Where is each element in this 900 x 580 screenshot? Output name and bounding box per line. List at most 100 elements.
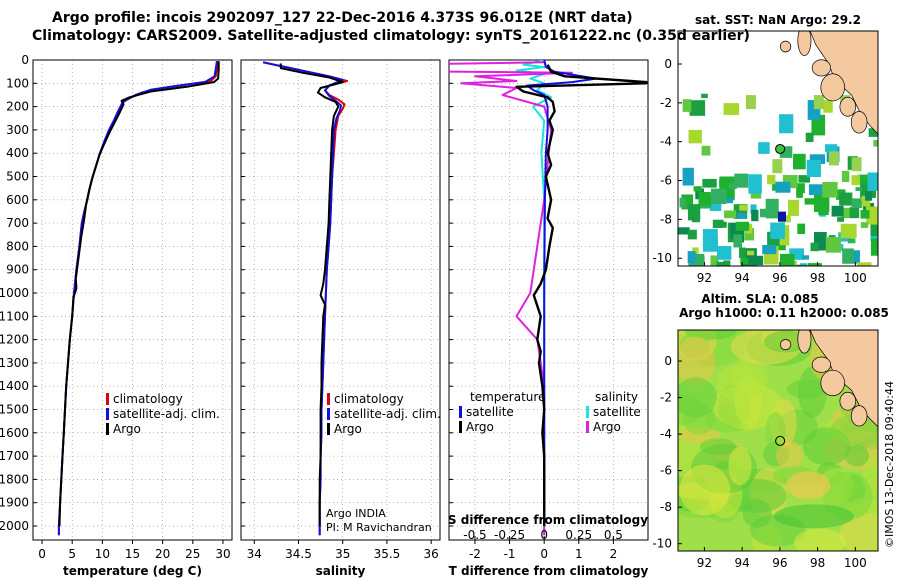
sst-map-sst-cell — [809, 154, 826, 164]
salinity-xtick-label: 35.5 — [374, 547, 401, 561]
sst-map-sst-cell — [737, 212, 747, 219]
depth-tick-label: 1700 — [0, 449, 29, 463]
depth-tick-label: 600 — [6, 193, 29, 207]
depth-tick-label: 400 — [6, 146, 29, 160]
sst-map-sst-cell — [813, 95, 824, 110]
temp_panel-legend-argo-label: Argo — [113, 422, 141, 436]
sst-map-sst-cell — [679, 197, 686, 208]
diff-legend-s-argo-label: Argo — [593, 420, 621, 434]
sst-map-ytick-label: 0 — [664, 57, 672, 71]
sla-map-title-1: Altim. SLA: 0.085 — [701, 292, 818, 306]
sst-map-sst-cell — [779, 114, 794, 134]
sst-map-sst-cell — [829, 265, 837, 266]
sst-map-island — [850, 111, 868, 134]
diff-legend-t-sat-swatch — [459, 406, 462, 418]
difference-series-t-satellite — [525, 60, 598, 526]
sla-map-sla-blob — [678, 377, 717, 418]
diff-s-tick-label: -0.5 — [463, 528, 486, 542]
sal_panel-legend-argo-label: Argo — [334, 422, 362, 436]
sst-map-sst-cell — [870, 238, 878, 256]
depth-tick-label: 1200 — [0, 333, 29, 347]
sla-map-sla-blob — [728, 446, 752, 486]
sst-map-sst-cell-cold — [778, 211, 786, 222]
sst-map-sst-cell — [867, 172, 878, 191]
depth-tick-label: 1800 — [0, 472, 29, 486]
sst-map-island — [839, 96, 857, 117]
difference-xtick-label: 2 — [610, 547, 618, 561]
sst-map-sst-cell — [746, 250, 755, 256]
temperature-series-climatology — [57, 61, 220, 536]
sst-map-sst-cell — [735, 221, 750, 231]
sst-map-sst-cell — [828, 151, 839, 166]
difference-series-s-argo — [449, 61, 573, 536]
sst-map-sst-cell — [728, 183, 737, 190]
depth-tick-label: 100 — [6, 76, 29, 90]
sla-map-island — [811, 356, 831, 373]
sst-map-sst-cell — [716, 246, 732, 260]
sla-map-content — [678, 330, 878, 551]
sla-map-island — [820, 369, 845, 397]
sst-map-sst-cell — [712, 219, 724, 228]
sst-map-sst-cell — [850, 250, 860, 264]
sst-map-sst-cell — [860, 210, 870, 219]
sst-map-sst-cell — [778, 245, 786, 251]
sst-map-sst-cell — [688, 254, 705, 266]
sst-map-sst-cell — [678, 227, 690, 235]
sla-map-sla-blob — [786, 471, 831, 500]
sla-map-island — [839, 391, 857, 411]
sst-map-sst-cell — [822, 181, 838, 198]
sst-map-sst-cell — [793, 153, 806, 170]
sst-map-sst-cell — [762, 245, 777, 255]
depth-tick-label: 1900 — [0, 496, 29, 510]
salinity-series-group — [262, 61, 349, 536]
depth-tick-label: 300 — [6, 123, 29, 137]
sst-map-sst-cell — [849, 207, 860, 219]
sal-note-argo-india: Argo INDIA — [326, 507, 386, 520]
sst-map-sst-cell — [687, 229, 697, 240]
sla-map-float-marker — [775, 435, 786, 446]
sla-map-ytick-label: -6 — [660, 464, 672, 478]
sst-map-ytick-label: -8 — [660, 212, 672, 226]
sal_panel-legend-sat-label: satellite-adj. clim. — [334, 407, 441, 421]
diff-s-tick-label: 0.25 — [565, 528, 592, 542]
diff-legend-temperature-title: temperature — [470, 390, 545, 404]
sla-map-sla-blob — [839, 513, 878, 551]
sst-map-sst-cell — [748, 174, 762, 194]
sst-map-sst-cell — [709, 203, 722, 211]
sst-map-xtick-label: 94 — [735, 271, 750, 285]
sst-map-sst-cell — [818, 208, 829, 216]
sst-map-sst-cell — [688, 129, 702, 144]
sst-map-sst-cell — [857, 174, 869, 184]
sal_panel-legend-clim-swatch — [327, 393, 330, 405]
sst-map-xtick-label: 100 — [844, 271, 867, 285]
sst-map-sst-cell — [701, 145, 711, 156]
sst-map-sst-cell — [751, 209, 759, 222]
sst-map-sst-cell — [750, 204, 757, 214]
sla-map-title-2: Argo h1000: 0.11 h2000: 0.085 — [679, 306, 889, 320]
diff-legend-s-sat-label: satellite — [593, 405, 641, 419]
sst-map-sst-cell — [804, 198, 816, 205]
sla-map-sla-blob — [786, 379, 826, 399]
sla-map-island — [797, 330, 812, 354]
temp_panel-legend-clim-label: climatology — [113, 392, 183, 406]
sla-map-sla-blob — [765, 412, 786, 451]
temp_panel-legend-sat-label: satellite-adj. clim. — [113, 407, 220, 421]
temperature-series-group — [57, 61, 220, 536]
title-line-2: Climatology: CARS2009. Satellite-adjuste… — [32, 28, 750, 44]
sst-map-sst-cell — [866, 206, 878, 225]
salinity-xtick-label: 34.5 — [285, 547, 312, 561]
sst-map-sst-cell — [702, 229, 718, 252]
sst-map-sst-cell — [851, 175, 860, 186]
difference-frame — [448, 59, 649, 541]
sla-map-frame — [677, 329, 879, 552]
sst-map-sst-cell — [739, 204, 749, 211]
temperature-series-satellite-adj-clim- — [57, 61, 218, 536]
sst-map-sst-cell — [682, 99, 692, 112]
sal_panel-legend-sat-swatch — [327, 408, 330, 420]
sst-map-sst-cell — [681, 194, 694, 210]
diff-legend-t-argo-swatch — [459, 421, 462, 433]
sst-map-sst-cell — [789, 248, 805, 260]
temperature-series-argo — [58, 61, 220, 527]
sst-map-sst-cell — [726, 197, 734, 204]
